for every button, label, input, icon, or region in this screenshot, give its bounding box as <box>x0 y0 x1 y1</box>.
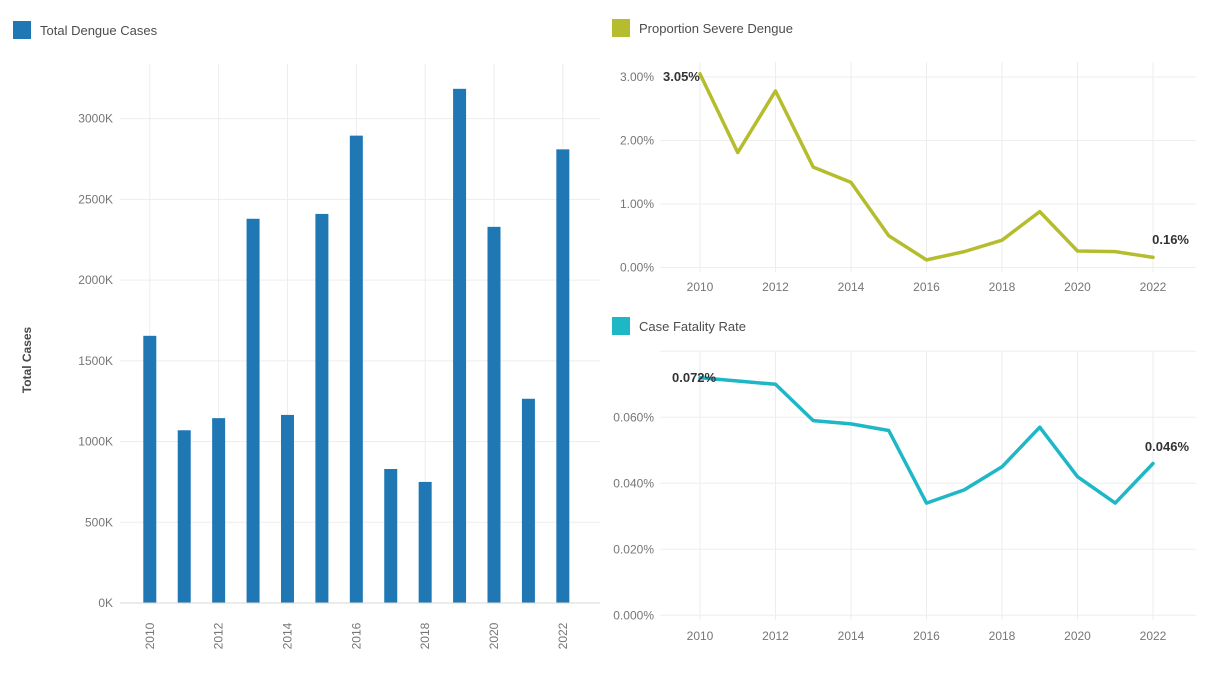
bar-2011 <box>177 430 191 603</box>
svg-text:3.00%: 3.00% <box>620 70 654 84</box>
bar-2010 <box>143 335 157 603</box>
svg-text:0.16%: 0.16% <box>1152 232 1189 247</box>
bar-2017 <box>384 469 398 603</box>
svg-text:2012: 2012 <box>762 629 789 643</box>
bar-2018 <box>418 481 432 603</box>
svg-text:2022: 2022 <box>1140 629 1167 643</box>
line-chart-proportion-severe-dengue[interactable]: 0.00% 1.00% 2.00% 3.00% 2010 2012 2014 2016 2018… <box>600 0 1217 310</box>
svg-text:2010: 2010 <box>687 280 714 294</box>
line-chart-case-fatality-rate[interactable]: 0.000% 0.020% 0.040% 0.060% 2010 2012 2014 2016… <box>600 310 1217 678</box>
svg-text:2022: 2022 <box>1140 280 1167 294</box>
svg-text:0.020%: 0.020% <box>613 542 654 556</box>
bar-2020 <box>487 226 501 604</box>
svg-text:3000K: 3000K <box>78 112 113 126</box>
legend-label-total-dengue-cases: Total Dengue Cases <box>40 22 158 38</box>
svg-text:2018: 2018 <box>989 629 1016 643</box>
svg-text:2020: 2020 <box>1064 629 1091 643</box>
svg-text:3.05%: 3.05% <box>663 69 700 84</box>
svg-text:1500K: 1500K <box>78 354 113 368</box>
series-line <box>698 72 1155 262</box>
svg-text:2010: 2010 <box>687 629 714 643</box>
svg-text:2014: 2014 <box>838 280 865 294</box>
bar-2015 <box>315 213 329 603</box>
svg-text:2016: 2016 <box>349 622 363 649</box>
bar-2014 <box>280 414 294 603</box>
bar-2016 <box>349 135 363 603</box>
svg-text:2022: 2022 <box>556 622 570 649</box>
svg-text:2018: 2018 <box>418 622 432 649</box>
legend-label-case-fatality-rate: Case Fatality Rate <box>639 318 746 334</box>
bar-2013 <box>246 218 260 603</box>
svg-text:2000K: 2000K <box>78 273 113 287</box>
svg-text:500K: 500K <box>85 515 113 529</box>
svg-text:0K: 0K <box>98 596 113 610</box>
svg-text:2020: 2020 <box>1064 280 1091 294</box>
legend-swatch-blue <box>13 21 31 39</box>
svg-text:0.072%: 0.072% <box>672 370 717 385</box>
svg-text:1000K: 1000K <box>78 435 113 449</box>
svg-text:2500K: 2500K <box>78 192 113 206</box>
bar-2019 <box>453 88 467 603</box>
svg-text:0.046%: 0.046% <box>1145 439 1190 454</box>
svg-text:0.060%: 0.060% <box>613 410 654 424</box>
legend-total-dengue-cases: Total Dengue Cases <box>13 21 157 39</box>
bar-2021 <box>521 398 535 603</box>
legend-case-fatality-rate: Case Fatality Rate <box>612 317 746 335</box>
svg-text:2018: 2018 <box>989 280 1016 294</box>
bar-2012 <box>212 418 226 603</box>
bar-2022 <box>556 149 570 603</box>
series-line <box>698 375 1155 505</box>
svg-text:2.00%: 2.00% <box>620 134 654 148</box>
legend-proportion-severe-dengue: Proportion Severe Dengue <box>612 19 793 37</box>
svg-text:0.000%: 0.000% <box>613 608 654 622</box>
svg-text:2020: 2020 <box>487 622 501 649</box>
svg-text:2016: 2016 <box>913 629 940 643</box>
svg-text:0.00%: 0.00% <box>620 261 654 275</box>
svg-text:2014: 2014 <box>280 622 294 649</box>
svg-text:0.040%: 0.040% <box>613 476 654 490</box>
svg-text:2014: 2014 <box>838 629 865 643</box>
bar-chart-total-dengue-cases[interactable]: 0K 500K 1000K 1500K 2000K 2500K 3000K 2010 2012 2… <box>0 0 612 678</box>
svg-text:1.00%: 1.00% <box>620 197 654 211</box>
svg-text:2016: 2016 <box>913 280 940 294</box>
legend-swatch-cyan <box>612 317 630 335</box>
svg-text:2010: 2010 <box>143 622 157 649</box>
legend-swatch-olive <box>612 19 630 37</box>
svg-text:2012: 2012 <box>762 280 789 294</box>
svg-text:2012: 2012 <box>212 622 226 649</box>
legend-label-proportion-severe-dengue: Proportion Severe Dengue <box>639 20 793 36</box>
svg-text:Total Cases: Total Cases <box>20 326 34 393</box>
